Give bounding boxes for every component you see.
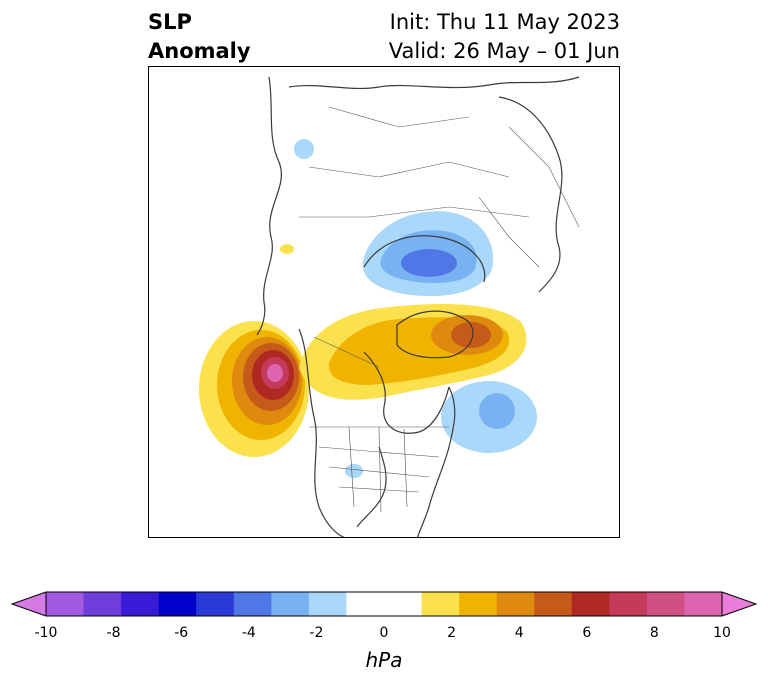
- colorbar-segment: [496, 592, 535, 616]
- colorbar-segment: [308, 592, 347, 616]
- map-dates: Init: Thu 11 May 2023 Valid: 26 May – 01 …: [389, 8, 620, 66]
- colorbar-segment: [233, 592, 272, 616]
- colorbar-frame: [45, 591, 723, 617]
- colorbar-segment: [346, 592, 385, 616]
- colorbar-segment: [271, 592, 310, 616]
- colorbar-segment: [384, 592, 423, 616]
- colorbar-tick-label: -6: [174, 625, 189, 641]
- colorbar-extend-low: [12, 592, 46, 616]
- small-positive-spot: [280, 244, 294, 254]
- colorbar-segment: [646, 592, 685, 616]
- colorbar-segment: [121, 592, 160, 616]
- siberia-low-anomaly: [362, 211, 494, 297]
- valid-range: Valid: 26 May – 01 Jun: [388, 39, 620, 63]
- title-anomaly: Anomaly: [148, 39, 251, 63]
- pacific-high-anomaly: [199, 321, 309, 457]
- map-svg: [199, 76, 580, 537]
- colorbar-tick-label: 10: [713, 625, 731, 641]
- colorbar-tick-label: -2: [309, 625, 324, 641]
- colorbar-tick-label: 0: [379, 625, 389, 641]
- colorbar-units: hPa: [365, 648, 403, 672]
- colorbar: [10, 591, 758, 617]
- colorbar-extend-high: [722, 592, 756, 616]
- colorbar-segments: [46, 592, 723, 616]
- colorbar-left-outline: [10, 591, 47, 617]
- greenland-high-anomaly: [299, 303, 527, 400]
- political-borders: [299, 106, 580, 513]
- colorbar-segment: [196, 592, 235, 616]
- atlantic-low-anomaly: [441, 381, 537, 453]
- colorbar-right-outline: [721, 591, 758, 617]
- colorbar-segment: [46, 592, 85, 616]
- colorbar-tick-label: -10: [34, 625, 58, 641]
- colorbar-segment: [158, 592, 197, 616]
- colorbar-segment: [459, 592, 498, 616]
- tibet-low-anomaly: [294, 139, 314, 159]
- colorbar-tick-label: -8: [106, 625, 121, 641]
- colorbar-segment: [609, 592, 648, 616]
- colorbar-tick-label: 2: [447, 625, 457, 641]
- colorbar-segment: [83, 592, 122, 616]
- colorbar-segment: [571, 592, 610, 616]
- colorbar-segment: [534, 592, 573, 616]
- colorbar-segment: [421, 592, 460, 616]
- map-title: SLP Anomaly: [148, 8, 251, 66]
- colorbar-tick-label: 4: [514, 625, 524, 641]
- colorbar-tick-label: 6: [582, 625, 592, 641]
- colorbar-tick-label: 8: [649, 625, 659, 641]
- colorbar-tick-label: -4: [241, 625, 256, 641]
- init-date: Init: Thu 11 May 2023: [389, 10, 620, 34]
- colorbar-segment: [684, 592, 723, 616]
- title-slp: SLP: [148, 10, 192, 34]
- plains-low-anomaly: [345, 464, 363, 478]
- anomaly-map: [148, 66, 620, 538]
